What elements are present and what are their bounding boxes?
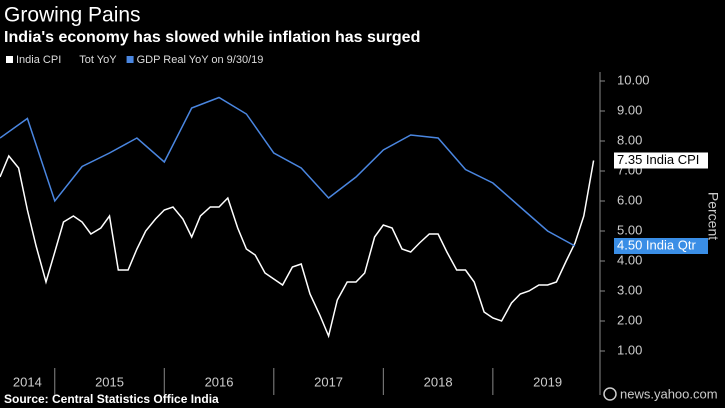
legend-swatch [126,56,134,63]
series-line [0,154,595,339]
legend-label: India CPI [16,54,61,66]
y-tick-label: 8.00 [617,132,642,147]
y-tick-label: 9.00 [617,102,642,117]
legend-label: Tot YoY [79,54,117,66]
chart-title: Growing Pains [4,4,141,27]
credit: news.yahoo.com [620,386,718,401]
end-label: 4.50 India Qtr [617,237,696,252]
x-tick-label: 2017 [314,374,343,389]
x-tick-label: 2015 [95,374,124,389]
x-tick-label: 2019 [533,374,562,389]
y-tick-label: 3.00 [617,282,642,297]
end-label-box [614,152,708,169]
credit-icon [603,387,617,401]
x-tick-label: 2018 [424,374,453,389]
y-tick-label: 6.00 [617,192,642,207]
x-tick-label: 2014 [13,374,42,389]
x-tick-label: 2016 [205,374,234,389]
y-tick-label: 10.00 [617,72,650,87]
y-tick-label: 2.00 [617,312,642,327]
series-line [0,96,576,247]
y-tick-label: 5.00 [617,222,642,237]
source: Source: Central Statistics Office India [4,392,219,406]
legend-swatch [6,56,13,63]
end-label-box [614,238,708,254]
y-axis-label: Percent [705,192,721,240]
legend-label: GDP Real YoY on 9/30/19 [137,54,264,66]
end-label: 7.35 India CPI [617,152,699,167]
chart-subtitle: India's economy has slowed while inflati… [4,29,420,46]
y-tick-label: 4.00 [617,252,642,267]
y-tick-label: 1.00 [617,342,642,357]
